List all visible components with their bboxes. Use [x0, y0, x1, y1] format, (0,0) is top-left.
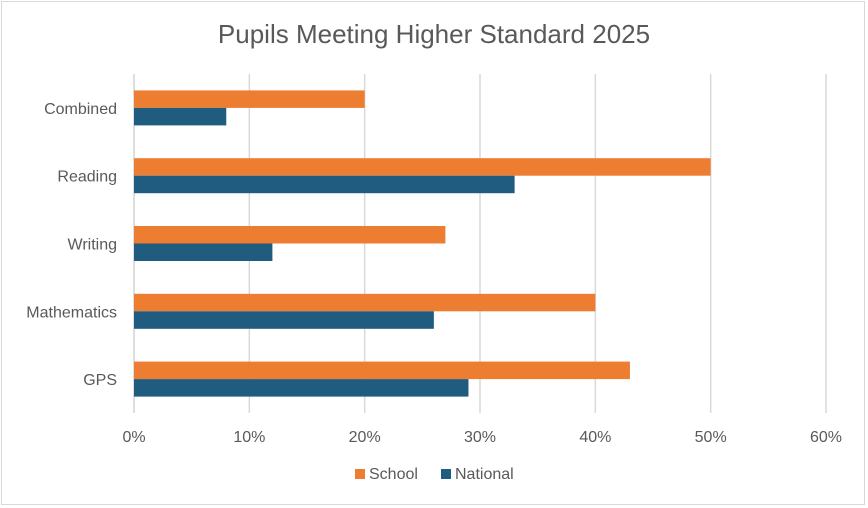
bar-school [134, 226, 446, 244]
bar-national [134, 175, 515, 194]
bar-national [134, 311, 434, 329]
bar-school [134, 361, 630, 380]
legend-label-school: School [369, 466, 418, 483]
bar-national [134, 243, 273, 261]
x-tick-label: 40% [579, 429, 611, 446]
bar-national [134, 107, 227, 126]
gridlines [133, 74, 827, 413]
bar-school [134, 90, 365, 108]
x-tick-labels: 0% 10% 20% 30% 40% 50% 60% [122, 429, 842, 446]
bar-national [134, 379, 469, 397]
bars [134, 90, 711, 397]
category-label: Combined [44, 101, 117, 118]
legend-label-national: National [455, 466, 514, 483]
x-tick-label: 50% [695, 429, 727, 446]
x-tick-label: 20% [349, 429, 381, 446]
chart-title: Pupils Meeting Higher Standard 2025 [218, 19, 650, 49]
x-tick-label: 0% [122, 429, 145, 446]
category-label: Writing [68, 237, 118, 254]
legend-swatch-school [355, 469, 365, 479]
category-label: Mathematics [26, 304, 117, 321]
category-label: GPS [83, 372, 117, 389]
x-tick-label: 30% [464, 429, 496, 446]
category-labels: Combined Reading Writing Mathematics GPS [26, 101, 117, 389]
bar-school [134, 158, 711, 176]
legend: School National [355, 466, 514, 483]
x-tick-label: 60% [810, 429, 842, 446]
bar-school [134, 293, 596, 312]
category-label: Reading [57, 169, 117, 186]
legend-swatch-national [441, 469, 451, 479]
x-tick-label: 10% [233, 429, 265, 446]
